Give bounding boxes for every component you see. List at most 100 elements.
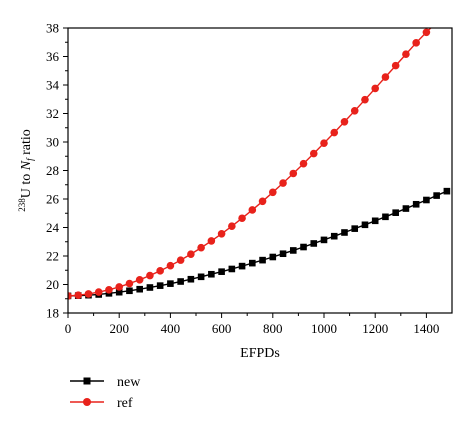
data-point-ref [197, 243, 205, 252]
data-point-new [371, 217, 379, 225]
data-point-new [279, 250, 287, 258]
data-point-ref [412, 39, 420, 47]
y-axis-title-prefix: U to [19, 170, 34, 198]
data-point-ref [217, 229, 226, 238]
data-point-ref [340, 117, 349, 126]
legend-label-new: new [117, 375, 141, 390]
data-point-new [146, 284, 154, 291]
data-point-ref [289, 169, 298, 178]
data-point-new [402, 205, 410, 212]
plot-frame [67, 27, 453, 314]
data-point-new [361, 221, 369, 229]
y-tick-label: 38 [46, 21, 59, 36]
data-point-ref [350, 106, 359, 115]
y-tick-label: 20 [46, 277, 59, 292]
x-tick-label: 1000 [311, 321, 337, 336]
data-point-ref [146, 271, 154, 280]
data-point-ref [187, 250, 195, 258]
y-tick-label: 36 [46, 49, 60, 64]
data-point-ref [422, 28, 431, 37]
data-point-new [136, 285, 143, 293]
y-tick-label: 26 [46, 192, 60, 207]
data-point-new [269, 253, 277, 261]
x-tick-label: 0 [65, 321, 72, 336]
data-point-ref [371, 84, 380, 93]
data-point-new [228, 265, 236, 273]
data-point-ref [68, 292, 72, 300]
axes: 0 200 400 600 800 1000 1200 1400 18 20 22 24 26 28 30 3… [17, 21, 453, 361]
data-point-ref [381, 73, 390, 81]
data-point-ref [176, 256, 185, 264]
data-point-ref [166, 261, 175, 270]
x-tick-label: 1400 [413, 321, 439, 336]
data-point-ref [391, 61, 400, 70]
data-point-ref [94, 288, 103, 296]
data-point-ref [279, 179, 287, 187]
legend: new ref [70, 375, 141, 411]
x-tick-label: 600 [212, 321, 232, 336]
data-point-new [320, 236, 328, 244]
data-point-new [238, 262, 246, 270]
data-point-new [443, 187, 451, 195]
data-point-new [412, 200, 420, 208]
data-point-ref [361, 95, 369, 104]
data-point-ref [248, 206, 257, 214]
y-axis-title: 238U to Nf ratio [17, 129, 35, 212]
y-tick-label: 34 [46, 78, 60, 93]
y-tick-label: 32 [46, 106, 59, 121]
y-axis-title-suffix: ratio [19, 129, 34, 158]
data-point-ref [105, 285, 113, 294]
data-point-new [433, 192, 440, 199]
data-point-ref [269, 188, 277, 197]
data-point-ref [156, 267, 164, 275]
data-point-new [351, 225, 359, 232]
data-point-ref [309, 149, 318, 158]
data-point-ref [443, 9, 451, 17]
y-tick-label: 30 [46, 135, 59, 150]
legend-label-ref: ref [117, 396, 133, 411]
data-point-ref [433, 19, 441, 27]
data-point-new [177, 278, 184, 285]
data-point-ref [74, 291, 83, 299]
data-point-new [126, 287, 133, 295]
data-point-new [341, 229, 348, 236]
data-point-new [167, 280, 174, 287]
data-point-new [330, 232, 338, 240]
y-tick-label: 28 [46, 163, 59, 178]
data-point-ref [299, 159, 308, 168]
data-point-ref [330, 128, 339, 137]
data-point-new [197, 273, 205, 281]
data-point-ref [238, 214, 246, 223]
data-point-ref [258, 197, 267, 206]
y-axis-title-superscript: 238 [17, 198, 27, 212]
data-point-ref [115, 283, 123, 291]
legend-marker-ref [83, 398, 91, 406]
data-point-ref [135, 275, 144, 284]
y-tick-label: 18 [46, 306, 59, 321]
y-axis-title-subscript: f [25, 157, 35, 161]
data-point-ref [84, 290, 93, 298]
x-tick-label: 800 [263, 321, 283, 336]
data-point-new [187, 275, 195, 283]
data-point-ref [402, 50, 410, 59]
data-point-new [310, 240, 318, 247]
data-point-ref [320, 139, 328, 147]
legend-marker-new [83, 377, 91, 385]
y-axis-title-italic: N [19, 160, 34, 171]
data-point-ref [207, 237, 216, 245]
data-point-new [208, 270, 215, 278]
x-tick-label: 200 [109, 321, 129, 336]
y-tick-label: 22 [46, 249, 59, 264]
x-tick-label: 1200 [362, 321, 388, 336]
data-point-ref [228, 222, 236, 231]
series-line-ref [68, 28, 432, 297]
data-point-new [382, 213, 389, 221]
data-point-new [156, 282, 164, 289]
data-point-new [218, 268, 225, 275]
data-point-new [392, 209, 399, 216]
x-axis-title: EFPDs [240, 346, 280, 361]
y-tick-label: 24 [46, 220, 60, 235]
plot-area [68, 9, 451, 300]
series-line-new [68, 190, 448, 297]
